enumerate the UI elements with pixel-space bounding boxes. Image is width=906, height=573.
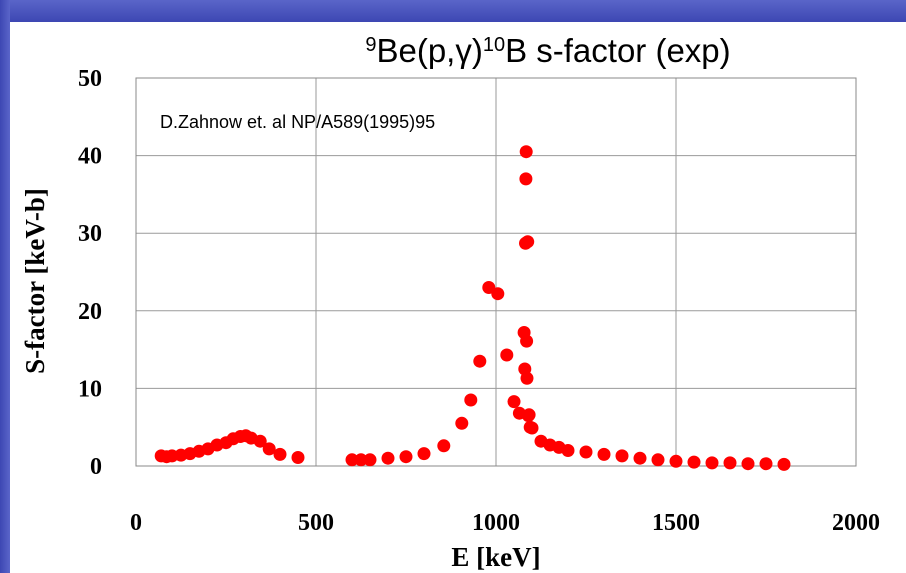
data-point [354,453,368,467]
data-point [519,145,533,159]
data-point [500,348,514,362]
chart-title: 9Be(p,γ)10B s-factor (exp) [365,32,730,69]
x-tick-label: 2000 [832,510,880,536]
y-tick-label: 40 [78,144,102,170]
data-point [491,287,505,301]
data-point [519,172,533,186]
data-point [759,457,773,471]
data-point [741,457,755,471]
data-point [579,445,593,459]
data-point [381,451,395,465]
y-axis-title: S-factor [keV-b] [20,188,50,374]
x-tick-label: 0 [130,510,142,536]
data-point [705,456,719,470]
title-text: Be(p, [376,32,455,69]
y-tick-label: 30 [78,221,102,247]
data-point [687,455,701,469]
x-tick-label: 1500 [652,510,700,536]
data-point [507,395,521,409]
slide-frame-top [0,0,906,22]
data-point [561,444,575,457]
data-point [455,416,469,430]
data-point [520,334,534,348]
data-point [669,454,683,468]
slide-frame-left [0,0,10,573]
data-point [522,408,536,422]
data-point [399,450,413,464]
plot-area [135,77,857,467]
data-point [363,453,377,467]
x-axis-title: E [keV] [451,542,540,572]
citation-annotation: D.Zahnow et. al NP/A589(1995)95 [160,112,435,132]
data-point [291,451,305,464]
data-point [345,453,359,467]
data-points [154,145,791,471]
y-tick-label: 50 [78,66,102,92]
title-text: ) [472,32,483,69]
data-point [273,447,287,461]
data-point [615,449,629,463]
data-point [464,393,478,407]
data-point [473,354,487,368]
y-tick-label: 20 [78,299,102,325]
y-tick-label: 10 [78,376,102,402]
title-superscript: 10 [483,34,505,56]
title-superscript: 9 [365,34,376,56]
data-point [253,434,267,448]
data-point [521,235,535,249]
data-point [633,451,647,465]
data-point [777,457,791,471]
grid [135,77,857,467]
data-point [437,439,451,453]
data-point [597,447,611,461]
data-point [262,442,276,456]
data-point [723,456,737,470]
x-tick-label: 500 [298,510,334,536]
y-tick-labels: 0 10 20 30 40 50 [78,66,102,480]
data-point [417,447,431,461]
x-tick-label: 1000 [472,510,520,536]
title-text: B s-factor (exp) [505,32,731,69]
y-tick-label: 0 [90,454,102,480]
x-tick-labels: 0 500 1000 1500 2000 [130,510,880,536]
data-point [525,421,539,435]
data-point [520,371,534,385]
title-text: γ [455,32,472,69]
data-point [651,453,665,467]
